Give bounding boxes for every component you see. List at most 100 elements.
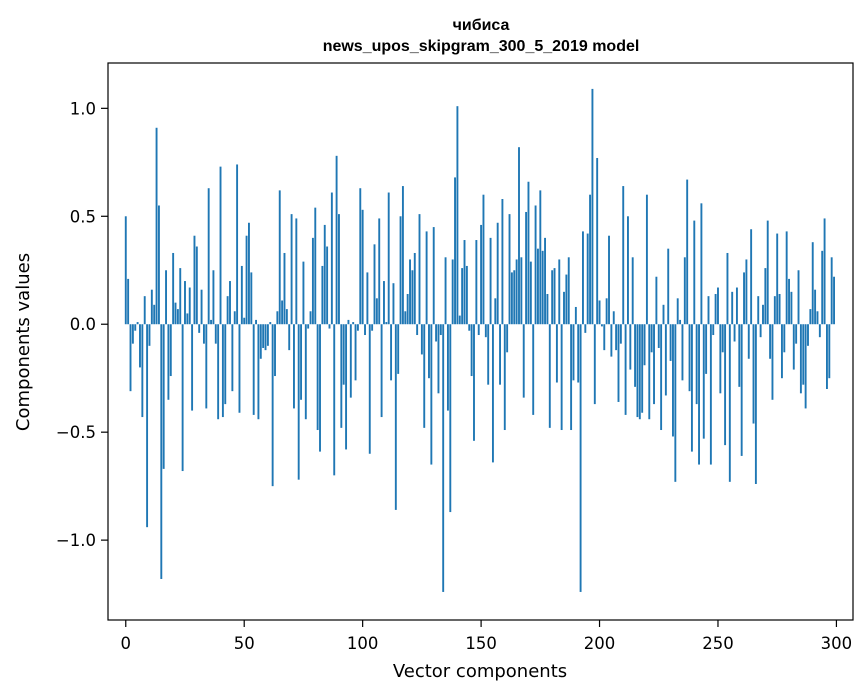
bar — [491, 324, 494, 463]
bar — [686, 179, 689, 325]
bar — [255, 319, 257, 325]
bar — [501, 199, 504, 325]
bar — [638, 324, 641, 420]
bar — [551, 270, 554, 325]
x-tick-label: 0 — [121, 634, 132, 653]
bar — [565, 274, 568, 325]
bar — [160, 324, 163, 579]
chart-subtitle: news_upos_skipgram_300_5_2019 model — [323, 38, 640, 55]
bar — [548, 324, 551, 428]
bar — [200, 289, 203, 325]
bar — [134, 324, 137, 331]
bar — [165, 270, 167, 325]
bar — [593, 324, 596, 405]
bar — [328, 324, 331, 329]
bar — [333, 324, 336, 476]
bar — [257, 324, 260, 420]
y-axis-label: Components values — [13, 253, 34, 431]
bar — [418, 214, 421, 325]
bar — [821, 250, 824, 325]
bar — [229, 281, 231, 325]
bar — [444, 257, 447, 325]
bar — [238, 324, 241, 413]
x-tick-label: 250 — [702, 634, 734, 653]
bar — [785, 231, 788, 325]
bar — [702, 324, 705, 439]
bar — [830, 257, 833, 325]
bar — [304, 324, 307, 420]
bar — [162, 324, 165, 469]
bar — [724, 324, 727, 446]
bar — [660, 324, 663, 431]
bar — [804, 324, 807, 409]
bar — [714, 294, 717, 325]
bar — [690, 324, 693, 452]
bar — [226, 296, 229, 325]
bar — [406, 294, 409, 325]
y-axis-ticks: −1.0 −0.5 0.0 0.5 1.0 — [56, 99, 108, 550]
bar — [811, 242, 814, 325]
bar — [248, 222, 250, 325]
bar — [446, 324, 449, 411]
bar — [496, 222, 499, 325]
bar — [207, 188, 210, 325]
bar — [747, 324, 750, 359]
bar — [330, 192, 333, 325]
bar — [757, 296, 760, 325]
bar — [236, 164, 239, 325]
bar — [679, 319, 682, 325]
bar — [432, 227, 435, 325]
bar — [221, 324, 224, 418]
bar — [518, 147, 520, 325]
bar — [619, 324, 622, 344]
bar — [210, 319, 212, 325]
bar — [648, 324, 651, 420]
bar — [773, 296, 776, 325]
bar — [809, 309, 812, 325]
bar — [364, 324, 366, 336]
bar — [780, 324, 783, 379]
bar — [281, 300, 284, 325]
y-tick-label: −1.0 — [56, 531, 96, 550]
bar — [745, 259, 748, 325]
bar — [612, 311, 615, 325]
bar — [520, 257, 523, 325]
bar — [484, 324, 487, 338]
bar — [596, 157, 599, 325]
bar — [473, 324, 475, 441]
x-tick-label: 100 — [347, 634, 379, 653]
bar — [288, 324, 291, 351]
bar — [323, 224, 326, 325]
bar — [759, 324, 762, 338]
bar — [465, 265, 468, 325]
bar — [456, 106, 459, 325]
bar — [155, 127, 158, 325]
bar — [420, 324, 423, 355]
bar — [721, 324, 724, 353]
bar — [293, 324, 295, 409]
bar — [693, 220, 696, 325]
bar — [657, 324, 660, 348]
bar — [570, 324, 573, 431]
bar — [735, 287, 738, 325]
bar — [586, 233, 589, 325]
bar — [411, 270, 414, 325]
bar — [818, 324, 821, 338]
bar — [544, 237, 546, 325]
bar — [416, 324, 419, 336]
bar — [563, 291, 565, 325]
bar — [762, 304, 764, 325]
bar — [572, 324, 575, 381]
bar — [807, 324, 809, 346]
bar — [193, 235, 196, 325]
bar — [271, 324, 274, 487]
bar — [579, 324, 582, 592]
bar — [451, 259, 454, 325]
bar — [428, 324, 430, 379]
bar — [141, 324, 144, 418]
bar — [461, 268, 464, 325]
bar — [153, 304, 156, 325]
bar — [529, 261, 532, 325]
bar — [589, 194, 592, 325]
bar — [148, 324, 151, 346]
